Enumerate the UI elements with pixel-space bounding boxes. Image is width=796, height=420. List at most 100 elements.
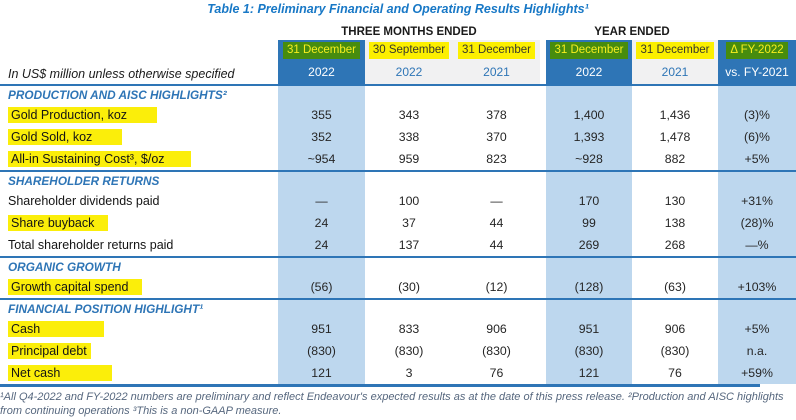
row-label-cell: Growth capital spend [0, 276, 278, 298]
section-heading: SHAREHOLDER RETURNS [8, 174, 160, 188]
column-header-date: 30 September [368, 42, 450, 59]
column-header-fy-2021: 31 December 2021 [632, 40, 718, 84]
row-label: Total shareholder returns paid [8, 238, 174, 252]
column-header-q3-2022: 30 September 2022 [365, 40, 453, 84]
empty-cell [365, 172, 453, 190]
value-cell: n.a. [718, 340, 796, 362]
empty-cell [632, 300, 718, 318]
table-row: Net cash 121 3 76 121 76 +59% [0, 362, 796, 384]
value-cell: (830) [660, 344, 690, 358]
empty-cell [718, 86, 796, 104]
section-heading: FINANCIAL POSITION HIGHLIGHT¹ [8, 302, 204, 316]
empty-cell [365, 258, 453, 276]
table-body: PRODUCTION AND AISC HIGHLIGHTS² Gold Prod… [0, 86, 796, 384]
row-label: Net cash [8, 365, 113, 381]
value-cell: 24 [278, 212, 365, 234]
row-label: Growth capital spend [8, 279, 143, 295]
table-row: Growth capital spend (56) (30) (12) (128) (63… [0, 276, 796, 298]
value-cell: 24 [278, 234, 365, 256]
value-cell: 951 [278, 318, 365, 340]
value-cell: — [490, 194, 503, 208]
header-divider-rule [0, 84, 796, 86]
row-label-cell: Principal debt [0, 340, 278, 362]
empty-cell [632, 172, 718, 190]
value-cell: ~954 [278, 148, 365, 170]
value-cell: 1,436 [659, 108, 691, 122]
value-cell: +31% [718, 190, 796, 212]
empty-cell [718, 300, 796, 318]
value-cell: 268 [664, 238, 686, 252]
empty-cell [453, 172, 540, 190]
table-title: Table 1: Preliminary Financial and Opera… [207, 2, 589, 16]
value-cell: (3)% [718, 104, 796, 126]
empty-cell [718, 258, 796, 276]
section-heading-row: SHAREHOLDER RETURNS [0, 172, 796, 190]
value-cell: (56) [278, 276, 365, 298]
value-cell: 3 [405, 366, 413, 380]
row-label-cell: Cash [0, 318, 278, 340]
section-heading-row: PRODUCTION AND AISC HIGHLIGHTS² [0, 86, 796, 104]
value-cell: (128) [546, 276, 632, 298]
section-heading: ORGANIC GROWTH [8, 260, 121, 274]
row-label: Share buyback [8, 215, 109, 231]
value-cell: 44 [489, 238, 504, 252]
column-header-date: 31 December [282, 42, 361, 59]
value-cell: 37 [402, 216, 416, 230]
table-row: Principal debt (830) (830) (830) (830) (830) n… [0, 340, 796, 362]
section-divider-rule [0, 298, 796, 300]
empty-cell [453, 86, 540, 104]
value-cell: 906 [486, 322, 507, 336]
row-label-cell: Net cash [0, 362, 278, 384]
section-heading-row: FINANCIAL POSITION HIGHLIGHT¹ [0, 300, 796, 318]
value-cell: —% [718, 234, 796, 256]
value-cell: 1,478 [659, 130, 691, 144]
group-year-ended: YEAR ENDED [594, 26, 670, 38]
value-cell: 170 [546, 190, 632, 212]
column-header-year: 2021 [661, 65, 689, 79]
group-three-months-ended: THREE MONTHS ENDED [341, 26, 477, 38]
value-cell: 76 [489, 366, 504, 380]
column-header-row: In US$ million unless otherwise specifie… [0, 40, 796, 84]
column-header-delta-fy: Δ FY-2022 vs. FY-2021 [718, 40, 796, 84]
empty-cell [546, 86, 632, 104]
column-header-year: 2022 [308, 65, 335, 79]
table-row: Shareholder dividends paid — 100 — 170 130 +31… [0, 190, 796, 212]
value-cell: 882 [664, 152, 686, 166]
value-cell: 44 [489, 216, 504, 230]
empty-cell [278, 86, 365, 104]
column-header-q4-2021: 31 December 2021 [453, 40, 540, 84]
value-cell: ~928 [546, 148, 632, 170]
value-cell: (830) [278, 340, 365, 362]
column-header-year: 2021 [483, 65, 510, 79]
value-cell: 343 [398, 108, 420, 122]
value-cell: +5% [718, 148, 796, 170]
row-label: All-in Sustaining Cost³, $/oz [8, 151, 191, 167]
table-row: All-in Sustaining Cost³, $/oz ~954 959 823 ~… [0, 148, 796, 170]
value-cell: (830) [546, 340, 632, 362]
section-heading-row: ORGANIC GROWTH [0, 258, 796, 276]
table-row: Cash 951 833 906 951 906 +5% [0, 318, 796, 340]
empty-cell [546, 172, 632, 190]
value-cell: (28)% [718, 212, 796, 234]
empty-cell [278, 300, 365, 318]
column-header-year: 2022 [575, 65, 603, 79]
section-divider-rule [0, 256, 796, 258]
value-cell: +103% [718, 276, 796, 298]
value-cell: (12) [485, 280, 508, 294]
empty-cell [453, 300, 540, 318]
empty-cell [718, 172, 796, 190]
empty-cell [365, 300, 453, 318]
table-row: Total shareholder returns paid 24 137 44 269… [0, 234, 796, 256]
row-label: Gold Production, koz [8, 107, 158, 123]
value-cell: 352 [278, 126, 365, 148]
bottom-rule [0, 384, 760, 387]
value-cell: 378 [486, 108, 507, 122]
empty-cell [278, 258, 365, 276]
column-header-date: 31 December [550, 42, 628, 59]
column-header-date: Δ FY-2022 [726, 42, 788, 59]
row-label-cell: All-in Sustaining Cost³, $/oz [0, 148, 278, 170]
row-label: Gold Sold, koz [8, 129, 123, 145]
empty-cell [632, 86, 718, 104]
value-cell: (30) [398, 280, 420, 294]
